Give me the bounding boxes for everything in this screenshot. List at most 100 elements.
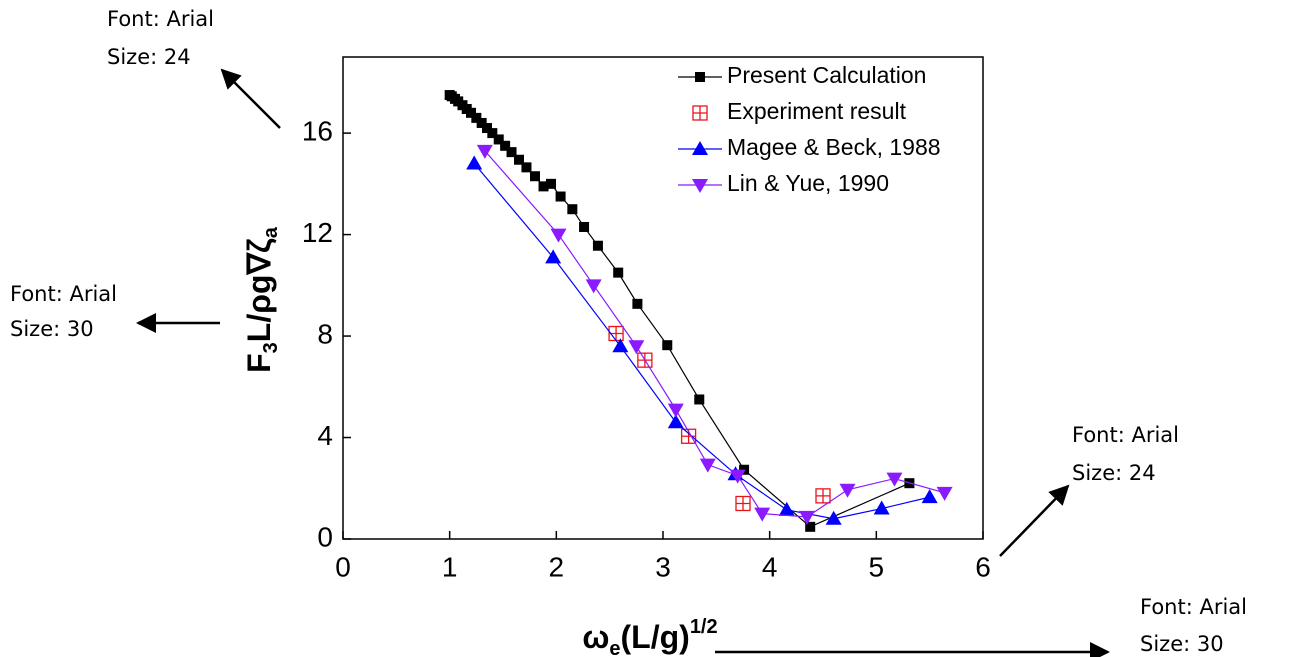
marker	[550, 228, 567, 243]
marker	[482, 123, 492, 134]
y-tick-label: 8	[317, 318, 333, 349]
legend-label: Experiment result	[727, 98, 907, 124]
marker	[921, 489, 938, 504]
marker	[692, 179, 708, 193]
marker-shape	[729, 469, 746, 484]
label-part: (L/g)	[621, 619, 690, 655]
marker	[493, 134, 504, 145]
x-tick-label: 6	[975, 551, 991, 582]
legend-label: Lin & Yue, 1990	[727, 170, 889, 196]
series-line	[484, 150, 945, 518]
marker	[592, 240, 603, 251]
marker	[805, 521, 816, 532]
marker	[521, 162, 532, 173]
marker-shape	[466, 155, 483, 170]
marker-shape	[736, 496, 750, 511]
marker-shape	[695, 72, 705, 82]
label-part: L/ρg∇ζ	[241, 238, 277, 342]
marker	[500, 140, 511, 151]
marker	[466, 155, 483, 170]
marker	[936, 486, 953, 501]
marker-shape	[667, 414, 684, 429]
arrow	[220, 68, 281, 129]
marker-shape	[545, 249, 562, 264]
marker	[487, 128, 498, 139]
marker	[628, 340, 645, 355]
marker	[662, 340, 673, 351]
x-tick-label: 4	[762, 551, 778, 582]
annotation: Font: Arial	[10, 282, 117, 306]
annotation: Font: Arial	[1072, 423, 1179, 447]
marker-shape	[579, 221, 590, 232]
marker-shape	[514, 154, 524, 165]
marker-shape	[825, 510, 842, 525]
legend-label: Present Calculation	[727, 62, 926, 88]
marker	[695, 72, 705, 82]
marker	[612, 338, 629, 353]
marker-shape	[476, 144, 493, 159]
annotation: Size: 24	[107, 45, 191, 69]
y-axis-label: F3L/ρg∇ζa	[241, 226, 282, 373]
marker	[466, 107, 476, 118]
marker	[729, 469, 746, 484]
marker-shape	[506, 147, 517, 158]
marker-shape	[538, 181, 549, 192]
marker	[839, 483, 856, 498]
marker	[555, 191, 566, 202]
y-tick-label: 16	[302, 115, 333, 146]
marker-shape	[500, 140, 511, 151]
marker-shape	[699, 458, 716, 473]
marker-shape	[567, 204, 578, 215]
marker	[692, 141, 708, 155]
marker	[886, 472, 903, 487]
marker	[585, 279, 602, 294]
label-part: F	[241, 353, 277, 373]
marker	[815, 488, 831, 504]
marker	[632, 298, 643, 309]
plot-frame	[342, 56, 984, 540]
marker	[778, 501, 795, 516]
x-tick-label: 2	[549, 551, 565, 582]
marker	[476, 144, 493, 159]
annotation: Size: 30	[1140, 632, 1224, 656]
marker	[530, 171, 540, 182]
marker	[546, 178, 556, 189]
marker	[667, 414, 684, 429]
marker	[538, 181, 549, 192]
marker-shape	[886, 472, 903, 487]
marker	[754, 507, 771, 522]
marker-shape	[778, 501, 795, 516]
marker-shape	[592, 240, 603, 251]
marker-shape	[613, 267, 624, 278]
label-part: a	[260, 226, 282, 238]
marker	[692, 105, 708, 121]
marker	[735, 495, 751, 512]
marker-shape	[873, 500, 890, 515]
x-tick-label: 3	[655, 551, 671, 582]
y-tick-label: 4	[317, 420, 333, 451]
marker	[476, 117, 487, 128]
marker	[579, 221, 590, 232]
marker-shape	[493, 134, 504, 145]
marker-shape	[692, 141, 708, 155]
x-axis-label: ωe(L/g)1/2	[582, 616, 717, 657]
marker-shape	[936, 486, 953, 501]
annotation: Font: Arial	[1140, 595, 1247, 619]
marker	[699, 458, 716, 473]
marker-shape	[632, 298, 643, 309]
marker-shape	[550, 228, 567, 243]
marker	[873, 500, 890, 515]
legend-label: Magee & Beck, 1988	[727, 134, 941, 160]
marker-shape	[693, 106, 707, 120]
label-part: 3	[260, 342, 282, 353]
annotation: Size: 30	[10, 317, 94, 341]
marker	[567, 204, 578, 215]
marker	[825, 510, 842, 525]
marker-shape	[585, 279, 602, 294]
marker-shape	[530, 171, 540, 182]
marker-shape	[816, 488, 830, 503]
marker	[514, 154, 524, 165]
annotation: Size: 24	[1072, 461, 1156, 485]
marker-shape	[662, 340, 673, 351]
